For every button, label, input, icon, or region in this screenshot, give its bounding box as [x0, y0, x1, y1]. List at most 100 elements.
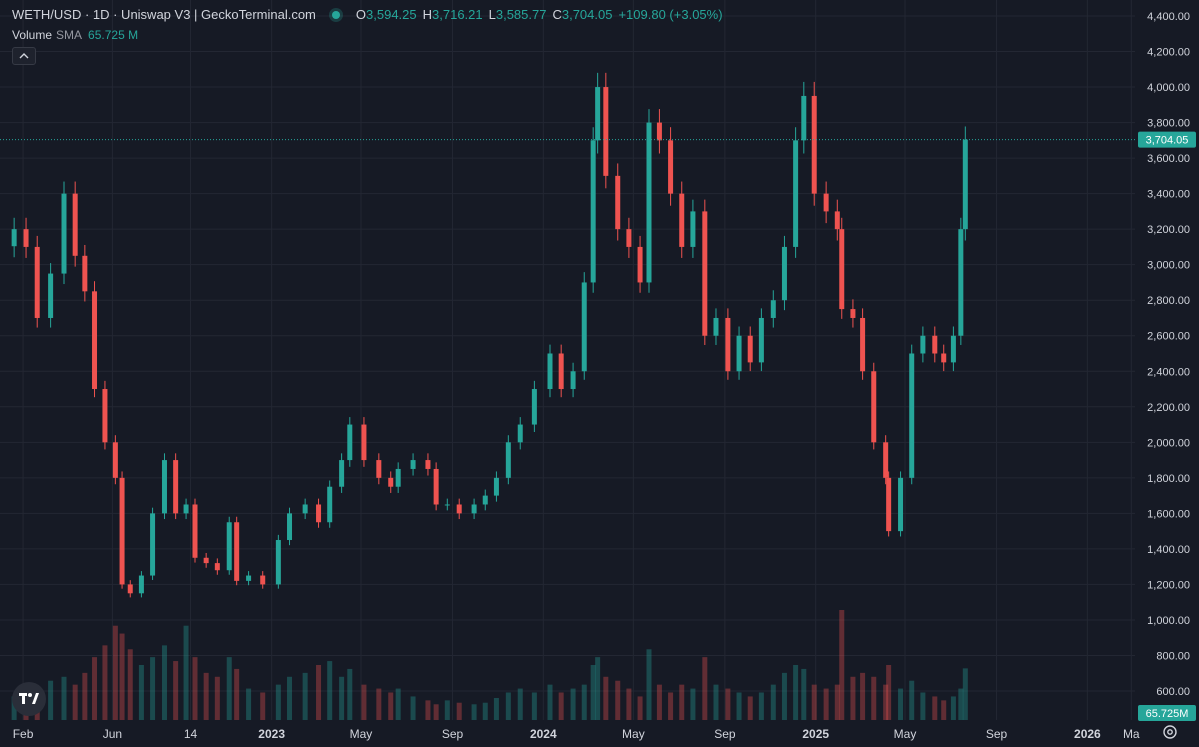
candle-body	[656, 122, 662, 141]
x-tick-label: Sep	[986, 727, 1008, 741]
volume-bar	[138, 665, 144, 720]
x-tick-label: May	[894, 727, 917, 741]
candle-body	[570, 371, 576, 390]
volume-bar	[316, 665, 322, 720]
ohlc-close-value: 3,704.05	[561, 7, 613, 22]
volume-legend: Volume SMA 65.725 M	[12, 28, 138, 42]
volume-bar	[898, 688, 904, 720]
volume-bar	[246, 688, 252, 720]
candle-body	[173, 460, 179, 514]
y-tick-label: 1,000.00	[1147, 615, 1190, 627]
volume-bar	[793, 665, 799, 720]
volume-bar	[950, 696, 956, 720]
candle-body	[48, 273, 54, 318]
volume-bar	[339, 676, 345, 720]
candle-body	[839, 229, 845, 310]
volume-bar	[183, 625, 189, 720]
volume-bar	[626, 688, 632, 720]
tradingview-logo-icon[interactable]	[12, 682, 46, 716]
volume-bar	[102, 645, 108, 720]
candle-body	[713, 317, 719, 336]
volume-bar	[456, 702, 462, 720]
candle-body	[801, 95, 807, 141]
y-tick-label: 3,400.00	[1147, 189, 1190, 201]
volume-bar	[72, 684, 78, 720]
candle-body	[679, 193, 685, 247]
candle-body	[410, 460, 416, 469]
volume-bar	[234, 668, 240, 720]
x-tick-label: Jun	[103, 727, 122, 741]
volume-bar	[505, 692, 511, 720]
candle-body	[932, 335, 938, 354]
candle-body	[471, 504, 477, 514]
volume-bar	[932, 696, 938, 720]
candle-body	[246, 575, 252, 581]
gear-icon[interactable]	[1160, 722, 1180, 742]
volume-bar	[713, 684, 719, 720]
chevron-up-icon	[19, 53, 29, 59]
volume-bar	[570, 688, 576, 720]
y-tick-label: 2,800.00	[1147, 295, 1190, 307]
candle-body	[950, 335, 956, 363]
candle-body	[811, 95, 817, 194]
candle-body	[834, 211, 840, 230]
ohlc-close-key: C	[552, 7, 562, 22]
candle-body	[920, 335, 926, 354]
price-axis: 600.00 800.00 1,000.00 1,200.00 1,400.00 1,60…	[1147, 11, 1190, 698]
candle-body	[61, 193, 67, 274]
volume-bar	[590, 665, 596, 720]
volume-bar	[886, 665, 892, 720]
candle-body	[138, 575, 144, 594]
candle-body	[316, 504, 322, 523]
y-tick-label: 800.00	[1156, 650, 1190, 662]
volume-bar	[471, 704, 477, 720]
y-tick-label: 4,400.00	[1147, 11, 1190, 23]
candle-body	[668, 140, 674, 194]
candle-body	[327, 486, 333, 523]
ohlc-low-key: L	[488, 7, 496, 22]
volume-bar	[603, 676, 609, 720]
x-tick-label: 2025	[802, 727, 829, 741]
volume-sma-value: 65.725 M	[88, 28, 139, 42]
candle-body	[547, 353, 553, 390]
candle-body	[505, 442, 511, 478]
x-tick-label: Feb	[13, 727, 34, 741]
candle-body	[456, 504, 462, 514]
y-tick-label: 2,600.00	[1147, 331, 1190, 343]
ohlc-open-key: O	[355, 7, 367, 22]
volume-bar	[668, 692, 674, 720]
candle-body	[558, 353, 564, 390]
x-tick-label: May	[350, 727, 373, 741]
collapse-legend-button[interactable]	[12, 47, 36, 65]
candle-body	[886, 477, 892, 532]
volume-bar	[595, 657, 601, 720]
candle-body	[287, 513, 293, 541]
candle-body	[388, 477, 394, 487]
candle-body	[702, 211, 708, 336]
volume-bar	[48, 680, 54, 720]
y-tick-label: 4,000.00	[1147, 82, 1190, 94]
volume-bar	[287, 676, 293, 720]
candle-body	[214, 563, 220, 571]
volume-bar	[581, 684, 587, 720]
volume-bar	[941, 700, 947, 720]
volume-bar	[161, 645, 167, 720]
volume-bar	[920, 692, 926, 720]
candle-body	[92, 291, 98, 390]
symbol-legend: WETH/USD · 1D · Uniswap V3 | GeckoTermin…	[12, 7, 723, 22]
candle-body	[747, 335, 753, 363]
chart-grid	[0, 0, 1135, 720]
volume-bar	[860, 672, 866, 720]
candle-body	[958, 229, 964, 336]
market-status-icon	[331, 10, 340, 19]
x-tick-label: Sep	[714, 727, 736, 741]
candle-body	[493, 477, 499, 496]
candle-body	[962, 139, 968, 230]
volume-bar	[547, 684, 553, 720]
y-tick-label: 3,000.00	[1147, 260, 1190, 272]
candle-body	[646, 122, 652, 283]
volume-bar	[656, 684, 662, 720]
volume-bar	[736, 692, 742, 720]
volume-bar	[646, 649, 652, 720]
